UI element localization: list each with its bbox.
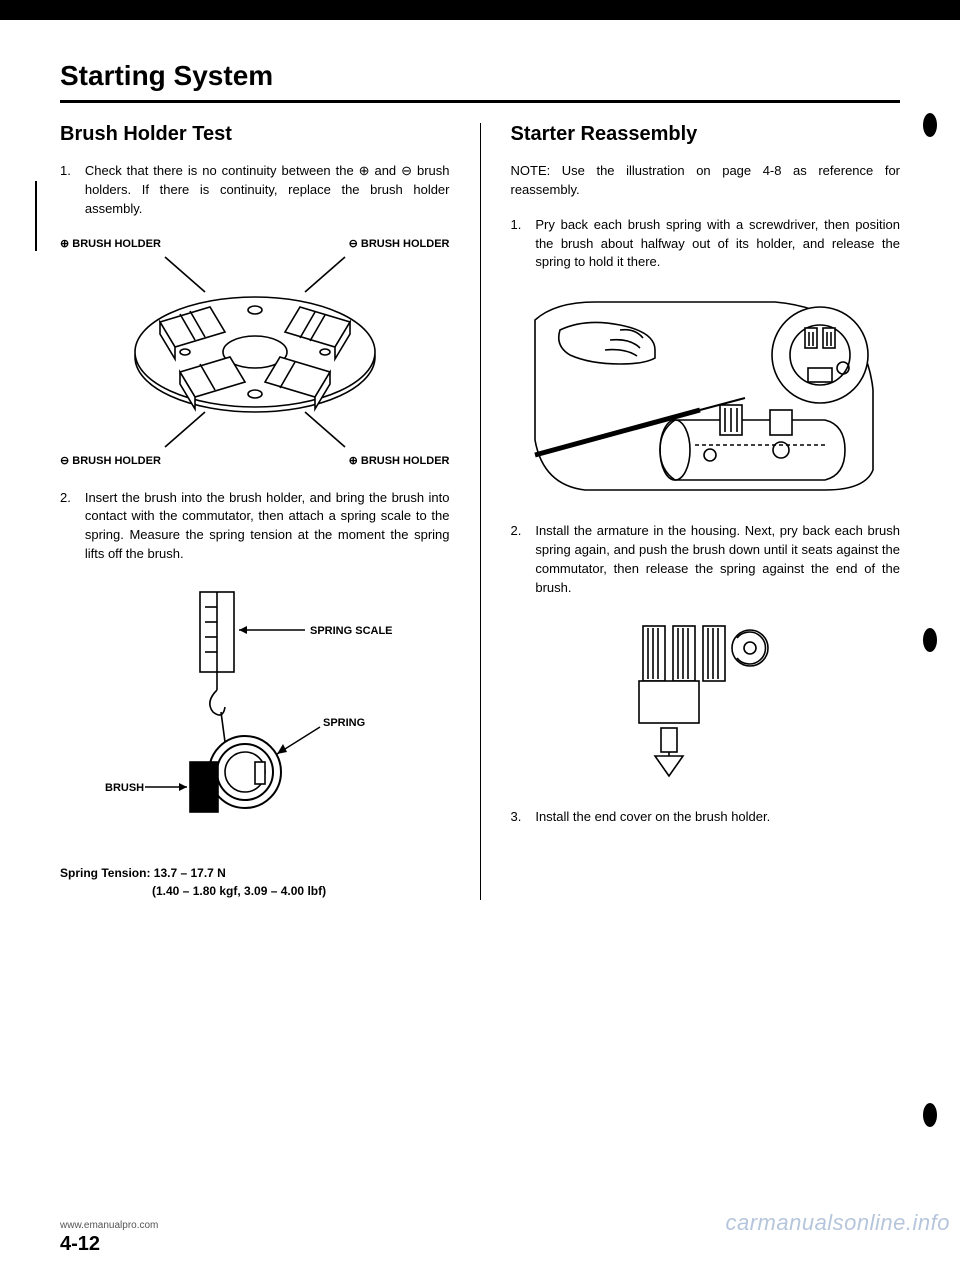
figure-pry-brush xyxy=(511,290,901,500)
figure-label: ⊕ BRUSH HOLDER xyxy=(60,237,161,250)
right-column: Starter Reassembly NOTE: Use the illustr… xyxy=(480,123,901,900)
section-title-left: Brush Holder Test xyxy=(60,123,450,146)
step-number: 2. xyxy=(60,489,71,564)
two-column-layout: Brush Holder Test 1. Check that there is… xyxy=(60,123,900,900)
brush-seat-diagram-icon xyxy=(625,616,785,786)
document-page: Starting System Brush Holder Test 1. Che… xyxy=(0,20,960,1220)
top-black-bar xyxy=(0,0,960,20)
step-item: 3. Install the end cover on the brush ho… xyxy=(511,808,901,827)
thumb-tab-icon xyxy=(920,625,940,655)
left-column: Brush Holder Test 1. Check that there is… xyxy=(60,123,450,900)
revision-bar xyxy=(35,181,37,251)
caption-line: (1.40 – 1.80 kgf, 3.09 – 4.00 lbf) xyxy=(60,882,450,900)
figure-label: SPRING SCALE xyxy=(310,625,393,637)
step-number: 1. xyxy=(60,162,71,219)
screwdriver-pry-diagram-icon xyxy=(525,290,885,500)
figure-label: ⊖ BRUSH HOLDER xyxy=(349,237,450,250)
thumb-tab-icon xyxy=(920,110,940,140)
figure-label: ⊖ BRUSH HOLDER xyxy=(60,454,161,467)
step-item: 1. Pry back each brush spring with a scr… xyxy=(511,216,901,273)
section-title-right: Starter Reassembly xyxy=(511,123,901,146)
step-number: 3. xyxy=(511,808,522,827)
step-item: 2. Install the armature in the housing. … xyxy=(511,522,901,597)
caption-line: Spring Tension: 13.7 – 17.7 N xyxy=(60,864,450,882)
figure-spring-scale: SPRING SCALE SPRING BRUSH xyxy=(60,582,450,842)
step-item: 2. Insert the brush into the brush holde… xyxy=(60,489,450,564)
step-item: 1. Check that there is no continuity bet… xyxy=(60,162,450,219)
step-text: Pry back each brush spring with a screwd… xyxy=(535,216,900,273)
figure-label: SPRING xyxy=(323,717,365,729)
figure-brush-holder: ⊕ BRUSH HOLDER ⊖ BRUSH HOLDER xyxy=(60,237,450,467)
brush-holder-diagram-icon xyxy=(90,252,420,452)
thumb-tab-icon xyxy=(920,1100,940,1130)
page-title: Starting System xyxy=(60,60,900,92)
spring-tension-caption: Spring Tension: 13.7 – 17.7 N (1.40 – 1.… xyxy=(60,864,450,900)
step-text: Check that there is no continuity betwee… xyxy=(85,162,450,219)
watermark: carmanualsonline.info xyxy=(725,1210,950,1236)
title-rule xyxy=(60,100,900,103)
step-text: Install the armature in the housing. Nex… xyxy=(535,522,900,597)
spring-scale-diagram-icon: SPRING SCALE SPRING BRUSH xyxy=(105,582,405,842)
step-number: 2. xyxy=(511,522,522,597)
note-text: NOTE: Use the illustration on page 4-8 a… xyxy=(511,162,901,200)
step-text: Install the end cover on the brush holde… xyxy=(535,808,900,827)
figure-brush-seat xyxy=(511,616,901,786)
step-number: 1. xyxy=(511,216,522,273)
figure-label: ⊕ BRUSH HOLDER xyxy=(349,454,450,467)
step-text: Insert the brush into the brush holder, … xyxy=(85,489,450,564)
page-number: 4-12 xyxy=(60,1233,900,1256)
figure-label: BRUSH xyxy=(105,782,144,794)
